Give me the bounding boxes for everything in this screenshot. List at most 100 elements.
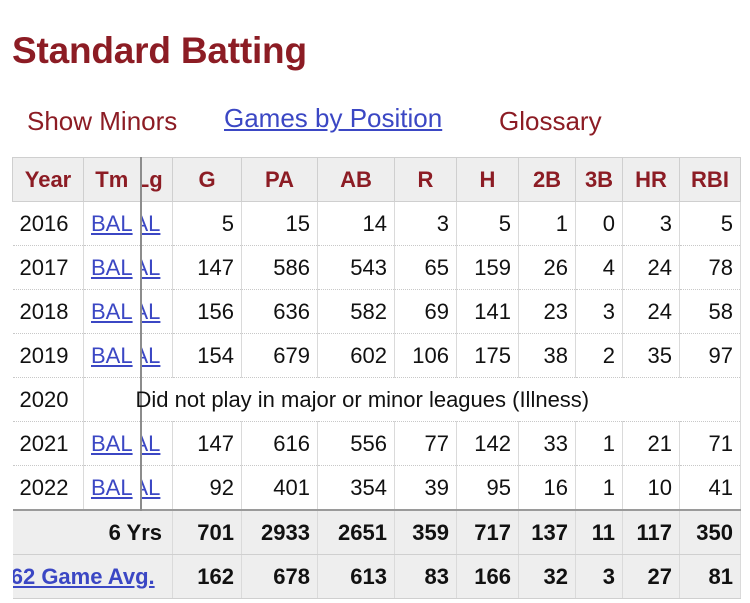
- totals-label: 6 Yrs: [12, 509, 173, 555]
- year-cell: 2020: [12, 377, 84, 422]
- team-link[interactable]: BAL: [91, 342, 133, 368]
- h-cell: 5: [456, 201, 519, 246]
- ab-cell: 543: [317, 245, 395, 290]
- team-link[interactable]: BAL: [91, 298, 133, 324]
- glossary-tab[interactable]: Glossary: [499, 106, 602, 136]
- g-cell: 92: [172, 465, 242, 511]
- h-cell: 166: [456, 554, 519, 599]
- team-link[interactable]: BAL: [91, 254, 133, 280]
- team-link[interactable]: BAL: [91, 430, 133, 456]
- year-cell: 2018: [12, 289, 84, 334]
- 2b-cell: 1: [518, 201, 576, 246]
- team-cell: BAL: [83, 289, 142, 334]
- game-avg-link[interactable]: 162 Game Avg.: [12, 563, 155, 589]
- r-cell: 69: [394, 289, 457, 334]
- team-cell: BAL: [83, 421, 142, 466]
- 2b-cell: 23: [518, 289, 576, 334]
- league-cell: AL: [140, 333, 173, 378]
- ab-cell: 582: [317, 289, 395, 334]
- team-cell: [83, 377, 142, 422]
- col-header-tm[interactable]: Tm: [83, 157, 142, 202]
- team-link[interactable]: BAL: [91, 474, 133, 500]
- pa-cell: 586: [241, 245, 318, 290]
- standard-batting-table: Year Tm Lg G PA AB R H 2B 3B HR RBI 2016…: [12, 157, 741, 599]
- h-cell: 159: [456, 245, 519, 290]
- did-not-play-note: Did not play in major or minor leagues (…: [136, 377, 741, 422]
- col-header-year[interactable]: Year: [12, 157, 84, 202]
- ab-cell: 602: [317, 333, 395, 378]
- 2b-cell: 32: [518, 554, 576, 599]
- table-row: 2021 BAL AL 147 616 556 77 142 33 1 21 7…: [12, 421, 741, 466]
- 2b-cell: 26: [518, 245, 576, 290]
- col-header-hr[interactable]: HR: [622, 157, 680, 202]
- hr-cell: 35: [622, 333, 680, 378]
- rbi-cell: 78: [679, 245, 741, 290]
- hr-cell: 3: [622, 201, 680, 246]
- league-link[interactable]: AL: [141, 254, 161, 280]
- g-cell: 5: [172, 201, 242, 246]
- col-header-3b[interactable]: 3B: [575, 157, 623, 202]
- pa-cell: 679: [241, 333, 318, 378]
- col-header-lg[interactable]: Lg: [140, 157, 173, 202]
- table-row: 2018 BAL AL 156 636 582 69 141 23 3 24 5…: [12, 289, 741, 334]
- league-link[interactable]: AL: [141, 298, 161, 324]
- game-avg-row: 162 Game Avg. 162 678 613 83 166 32 3 27…: [12, 554, 741, 599]
- ab-cell: 14: [317, 201, 395, 246]
- 3b-cell: 1: [575, 421, 623, 466]
- r-cell: 39: [394, 465, 457, 511]
- col-header-rbi[interactable]: RBI: [679, 157, 741, 202]
- rbi-cell: 71: [679, 421, 741, 466]
- year-cell: 2022: [12, 465, 84, 511]
- 3b-cell: 1: [575, 465, 623, 511]
- team-cell: BAL: [83, 245, 142, 290]
- col-header-ab[interactable]: AB: [317, 157, 395, 202]
- pa-cell: 15: [241, 201, 318, 246]
- league-link[interactable]: AL: [141, 210, 161, 236]
- hr-cell: 117: [622, 509, 680, 555]
- col-header-h[interactable]: H: [456, 157, 519, 202]
- rbi-cell: 41: [679, 465, 741, 511]
- team-link[interactable]: BAL: [91, 210, 133, 236]
- ab-cell: 556: [317, 421, 395, 466]
- 2b-cell: 16: [518, 465, 576, 511]
- league-cell: AL: [140, 201, 173, 246]
- 2b-cell: 137: [518, 509, 576, 555]
- rbi-cell: 81: [679, 554, 741, 599]
- totals-row: 6 Yrs 701 2933 2651 359 717 137 11 117 3…: [12, 509, 741, 555]
- section-title: Standard Batting: [12, 30, 307, 71]
- hr-cell: 10: [622, 465, 680, 511]
- pa-cell: 678: [241, 554, 318, 599]
- pa-cell: 616: [241, 421, 318, 466]
- league-link[interactable]: AL: [141, 474, 161, 500]
- game-avg-label-cell: 162 Game Avg.: [12, 554, 173, 599]
- r-cell: 77: [394, 421, 457, 466]
- year-cell: 2016: [12, 201, 84, 246]
- league-link[interactable]: AL: [141, 430, 161, 456]
- table-row: 2022 BAL AL 92 401 354 39 95 16 1 10 41: [12, 465, 741, 511]
- team-cell: BAL: [83, 333, 142, 378]
- league-link[interactable]: AL: [141, 342, 161, 368]
- col-header-2b[interactable]: 2B: [518, 157, 576, 202]
- h-cell: 95: [456, 465, 519, 511]
- col-header-g[interactable]: G: [172, 157, 242, 202]
- rbi-cell: 58: [679, 289, 741, 334]
- pa-cell: 636: [241, 289, 318, 334]
- hr-cell: 27: [622, 554, 680, 599]
- 3b-cell: 2: [575, 333, 623, 378]
- show-minors-tab[interactable]: Show Minors: [27, 106, 178, 136]
- g-cell: 154: [172, 333, 242, 378]
- games-by-position-link[interactable]: Games by Position: [224, 103, 443, 133]
- g-cell: 701: [172, 509, 242, 555]
- table-row-note: 2020 Did not play in major or minor leag…: [12, 377, 741, 422]
- year-cell: 2021: [12, 421, 84, 466]
- rbi-cell: 350: [679, 509, 741, 555]
- table-row: 2019 BAL AL 154 679 602 106 175 38 2 35 …: [12, 333, 741, 378]
- col-header-r[interactable]: R: [394, 157, 457, 202]
- r-cell: 3: [394, 201, 457, 246]
- col-header-pa[interactable]: PA: [241, 157, 318, 202]
- rbi-cell: 5: [679, 201, 741, 246]
- league-cell: AL: [140, 289, 173, 334]
- g-cell: 147: [172, 421, 242, 466]
- h-cell: 175: [456, 333, 519, 378]
- league-cell: AL: [140, 465, 173, 511]
